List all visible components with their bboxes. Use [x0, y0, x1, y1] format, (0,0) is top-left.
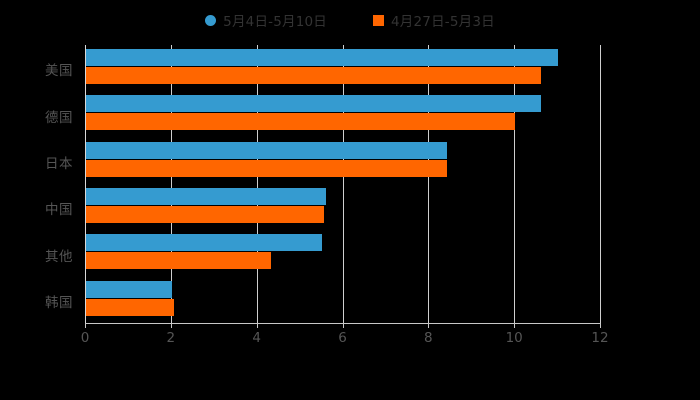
bar[interactable] [86, 95, 541, 113]
y-axis-tick-label: 美国 [45, 63, 73, 80]
x-axis-tick-label: 8 [424, 330, 433, 346]
x-axis-tick-labels: 0 2 4 6 8 10 12 [81, 330, 609, 350]
gridline [600, 45, 601, 323]
x-axis-tickmark [85, 323, 86, 328]
y-axis-tick-label: 中国 [45, 202, 73, 219]
bar-group [85, 45, 600, 91]
bar[interactable] [86, 234, 323, 252]
x-axis-tick-label: 12 [591, 330, 609, 346]
legend-item[interactable]: 5月4日-5月10日 [205, 10, 327, 30]
bar[interactable] [86, 252, 271, 270]
bar[interactable] [86, 49, 559, 66]
bar[interactable] [86, 141, 447, 159]
bar[interactable] [86, 159, 447, 177]
gridline [342, 45, 344, 323]
plot-area [85, 45, 601, 324]
legend-circle-marker-icon [205, 14, 217, 26]
x-axis-tickmark [256, 323, 258, 328]
x-axis-tick-label: 10 [505, 330, 523, 346]
bar-group [85, 184, 600, 230]
bar-group [85, 230, 600, 276]
bar-group [85, 277, 600, 323]
y-axis-tick-label: 日本 [45, 155, 73, 172]
x-axis-tickmark [514, 323, 516, 328]
x-axis-tickmark [600, 323, 601, 328]
bar[interactable] [86, 298, 174, 316]
x-axis-tickmark [170, 323, 172, 328]
legend-item-label: 5月4日-5月10日 [223, 14, 327, 30]
gridline [256, 45, 258, 323]
bar-group [85, 91, 600, 137]
gridline [170, 45, 172, 323]
x-axis-tickmark [428, 323, 430, 328]
x-axis-tickmark [342, 323, 344, 328]
x-axis-tick-label: 6 [338, 330, 347, 346]
gridline [514, 45, 516, 323]
bar-group [85, 138, 600, 184]
y-axis-tick-label: 德国 [45, 109, 73, 126]
y-axis-category-labels: 美国德国日本中国其他韩国 [0, 45, 73, 323]
bar[interactable] [86, 280, 172, 298]
legend-item[interactable]: 4月27日-5月3日 [373, 10, 495, 30]
legend-square-marker-icon [373, 14, 384, 26]
bar[interactable] [86, 188, 327, 205]
x-axis-tick-label: 4 [252, 330, 261, 346]
y-axis-tick-label: 韩国 [45, 294, 73, 311]
y-axis-line [85, 45, 86, 323]
gridline [428, 45, 430, 323]
x-axis-tick-label: 2 [166, 330, 176, 346]
bar[interactable] [86, 67, 541, 84]
legend-item-label: 4月27日-5月3日 [391, 14, 495, 30]
x-axis-tick-label: 0 [80, 330, 90, 346]
chart-legend: 5月4日-5月10日 4月27日-5月3日 [0, 10, 700, 30]
bar[interactable] [86, 113, 516, 131]
y-axis-tick-label: 其他 [45, 248, 73, 265]
bar[interactable] [86, 206, 325, 223]
